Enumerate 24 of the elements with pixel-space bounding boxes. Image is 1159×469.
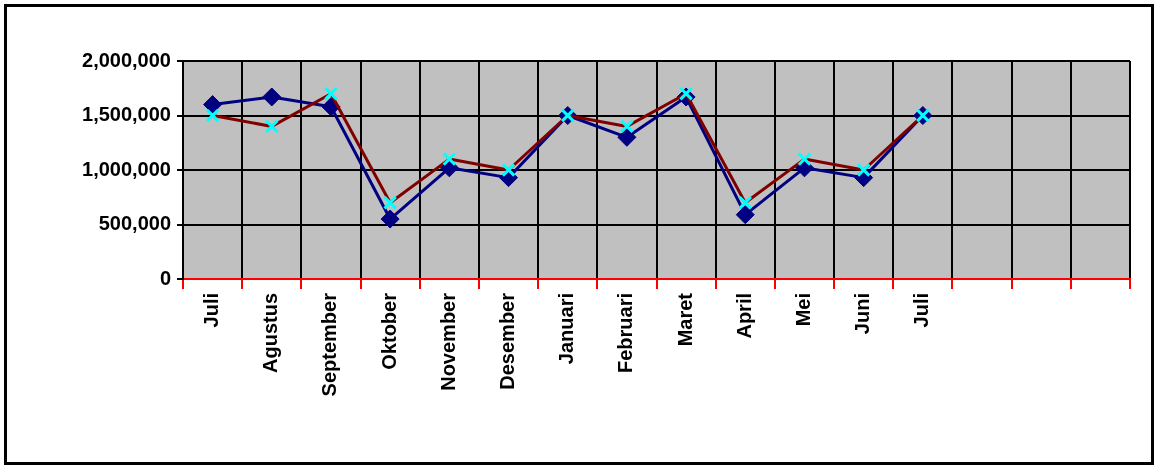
x-tick-label: Mei xyxy=(791,293,814,327)
x-tick-label: Juli xyxy=(200,293,223,328)
x-tick-label: November xyxy=(436,292,459,391)
y-tick-label: 1,500,000 xyxy=(82,103,171,126)
y-tick-label: 500,000 xyxy=(98,212,171,235)
point xyxy=(380,209,400,229)
x-tick-label: Maret xyxy=(673,292,696,347)
point xyxy=(321,97,341,117)
x-tick-label: Juni xyxy=(851,293,874,335)
x-tick-label: Oktober xyxy=(377,292,400,370)
x-tick-label: Februari xyxy=(614,293,637,374)
x-tick-label: Desember xyxy=(496,292,519,390)
point xyxy=(617,127,637,147)
point xyxy=(203,95,223,115)
y-tick-label: 0 xyxy=(159,266,171,289)
y-tick-label: 2,000,000 xyxy=(82,48,171,71)
x-tick-label: Agustus xyxy=(259,293,282,373)
x-tick-label: Januari xyxy=(555,293,578,365)
y-tick-label: 1,000,000 xyxy=(82,157,171,180)
x-tick-label: Juli xyxy=(910,293,933,328)
x-tick-label: April xyxy=(732,293,755,339)
point xyxy=(262,87,282,107)
point xyxy=(735,205,755,225)
x-tick-label: September xyxy=(318,292,341,397)
